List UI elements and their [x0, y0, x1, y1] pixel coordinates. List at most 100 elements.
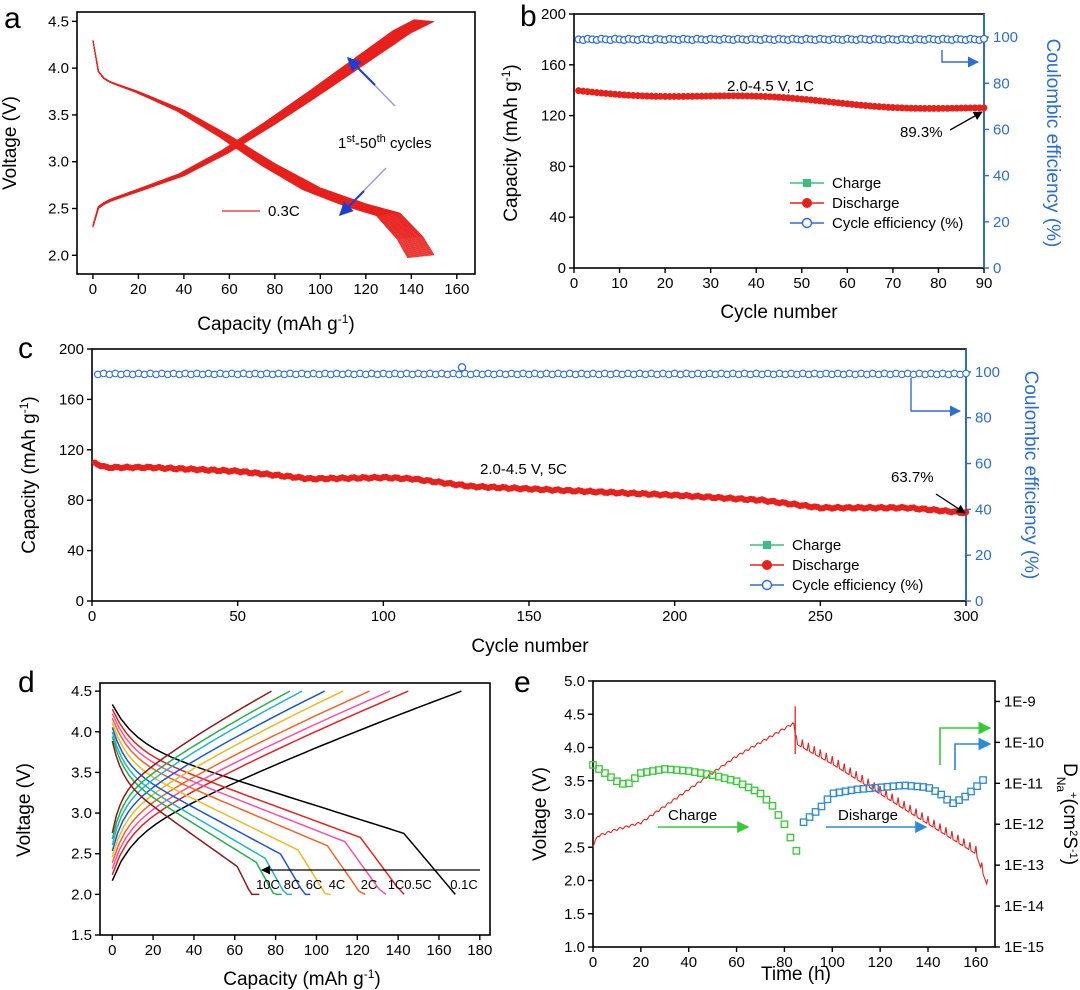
panel-a-charge-cycle [92, 19, 416, 226]
panel-a-charge-cycle [92, 19, 417, 226]
panel-e-y2-pointer-discharge [954, 737, 992, 770]
panel-e-discharge-point [805, 813, 814, 821]
panel-b-y-title: Capacity (mAh g-1) [499, 64, 522, 221]
panel-a-charge-cycle [92, 19, 418, 226]
panel-e-charge-point [595, 765, 603, 773]
panel-a-ytick-label: 4.0 [48, 60, 69, 77]
panel-c-xtick-label: 200 [662, 608, 687, 625]
panel-d-x-title: Capacity (mAh g-1) [223, 967, 380, 990]
panel-b: b 0 10 20 30 40 50 60 70 80 900408012016020002040… [499, 0, 1063, 323]
panel-a-frame [76, 11, 476, 275]
panel-e-y-title: Voltage (V) [530, 767, 551, 861]
panel-a-ticks: 0 20 40 60 80 100 120 140 160 2.0 2.5 3.0 3.5 4.0 4.5 [48, 13, 469, 298]
panel-e-xtick-label: 0 [589, 954, 597, 971]
panel-d-charge-6C [111, 690, 325, 852]
panel-e-charge-point [762, 795, 771, 804]
panel-d-rate-label: 10C [256, 877, 280, 892]
panel-c-xtick-label: 150 [516, 608, 541, 625]
panel-d-xtick-label: 140 [386, 942, 411, 959]
panel-a-discharge-cycle [92, 40, 409, 259]
panel-e-xtick-label: 140 [915, 954, 940, 971]
panel-a-discharge-cycle [92, 40, 434, 256]
panel-b-discharge-point [980, 104, 988, 112]
panel-a-xtick-label: 20 [130, 281, 147, 298]
panel-b-legend-discharge-label: Discharge [832, 195, 900, 212]
panel-c-ytick-label: 0 [76, 593, 84, 610]
panel-e-discharge-point [937, 790, 946, 799]
panel-e-ytick-label: 4.5 [564, 706, 585, 723]
panel-d-charge-2C [111, 690, 370, 864]
panel-a-charge-arrow [347, 57, 376, 86]
panel-a-xtick-label: 80 [267, 281, 284, 298]
panel-e-data [589, 706, 989, 886]
panel-d-charge-8C [111, 690, 303, 846]
panel-b-ytick-label: 200 [541, 6, 566, 23]
panel-b-xtick-label: 50 [793, 275, 810, 292]
panel-a-x-title: Capacity (mAh g-1) [197, 312, 354, 335]
panel-b-xtick-label: 80 [930, 275, 947, 292]
panel-d-xtick-label: 20 [145, 942, 162, 959]
panel-a-xtick-label: 40 [176, 281, 193, 298]
panel-c-ytick-label: 120 [59, 442, 84, 459]
panel-e-y2tick-label: 1E-12 [1004, 816, 1044, 833]
panel-a-curves [92, 19, 435, 259]
panel-e-charge-point [780, 820, 789, 829]
panel-c-letter: c [18, 332, 33, 365]
panel-b-xtick-label: 70 [885, 275, 902, 292]
panel-b-xtick-label: 90 [976, 275, 993, 292]
panel-d-rate-label: 4C [329, 877, 346, 892]
panel-c-ticks: 0 50 100 150 200 250 3000408012016020002040608… [59, 341, 1000, 625]
panel-b-y2tick-label: 80 [993, 75, 1010, 92]
panel-a-discharge-cycle [92, 40, 429, 257]
panel-d-rate-label: 8C [284, 877, 301, 892]
panel-c-legend-efficiency-marker [761, 579, 773, 591]
panel-e-discharge-point [811, 808, 820, 816]
panel-a-xtick-label: 100 [308, 281, 333, 298]
panel-d-xtick-label: 180 [467, 942, 492, 959]
panel-d-ticks: 0 20 40 60 80 100 120 140 160 180 1.5 2.0 2.5 3.0 3.5 4… [71, 683, 492, 959]
panel-e-discharge-point [799, 818, 808, 827]
panel-b-efficiency-point [979, 34, 988, 43]
panel-d-rate-label: 2C [361, 877, 378, 892]
panel-e-letter: e [514, 666, 531, 699]
panel-c-retention-arrow [935, 493, 966, 514]
panel-e: e 0 20 40 60 80 100 120 140 160 1.0 1.5 2.0 2.5 3.0 3.… [514, 666, 1080, 985]
panel-b-ytick-label: 160 [541, 57, 566, 74]
panel-d-rate-labels: 10C 8C 6C 4C 2C 1C 0.5C 0.1C [256, 877, 478, 892]
panel-e-charge-point [774, 811, 783, 819]
panel-e-discharge-label: Disharge [838, 807, 898, 824]
panel-a-charge-cycle [92, 19, 423, 227]
panel-e-voltage-line [592, 721, 989, 886]
panel-a-ytick-label: 2.5 [48, 201, 69, 218]
panel-a-charge-cycle [92, 20, 430, 227]
panel-a-charge-cycle [92, 20, 427, 227]
panel-c-y-title: Capacity (mAh g-1) [17, 396, 40, 553]
panel-a-charge-cycle [92, 19, 424, 227]
panel-a-charge-cycle [92, 19, 415, 226]
panel-e-y2-pointer-charge [939, 721, 992, 765]
panel-e-charge-point [768, 801, 777, 810]
panel-e-y2tick-label: 1E-14 [1004, 898, 1044, 915]
panel-d-discharge-0.1C [111, 704, 456, 895]
panel-d-xtick-label: 100 [304, 942, 329, 959]
panel-e-discharge-point [967, 787, 975, 796]
panel-d-rate-label: 0.5C [404, 877, 431, 892]
panel-a-charge-cycle [92, 20, 429, 227]
panel-c-y2tick-label: 20 [975, 547, 992, 564]
panel-d-charge-0.5C [111, 690, 409, 876]
panel-e-charge-point [601, 769, 609, 777]
panel-b-legend-efficiency-label: Cycle efficiency (%) [832, 215, 963, 232]
panel-e-ytick-label: 5.0 [564, 673, 585, 690]
panel-e-charge-point [792, 846, 801, 855]
panel-e-xtick-label: 20 [633, 954, 650, 971]
panel-d-charge-10C* [111, 690, 272, 834]
panel-b-legend-discharge-marker [802, 198, 812, 208]
panel-e-charge-point [756, 789, 765, 798]
panel-b-x-title: Cycle number [720, 302, 838, 323]
panel-a-xtick-label: 0 [89, 281, 97, 298]
panel-b-xtick-label: 60 [839, 275, 856, 292]
panel-a-charge-cycle [92, 20, 426, 227]
panel-b-ticks: 0 10 20 30 40 50 60 70 80 90040801201602000204060… [541, 6, 1018, 292]
panel-e-charge-point [786, 833, 795, 842]
